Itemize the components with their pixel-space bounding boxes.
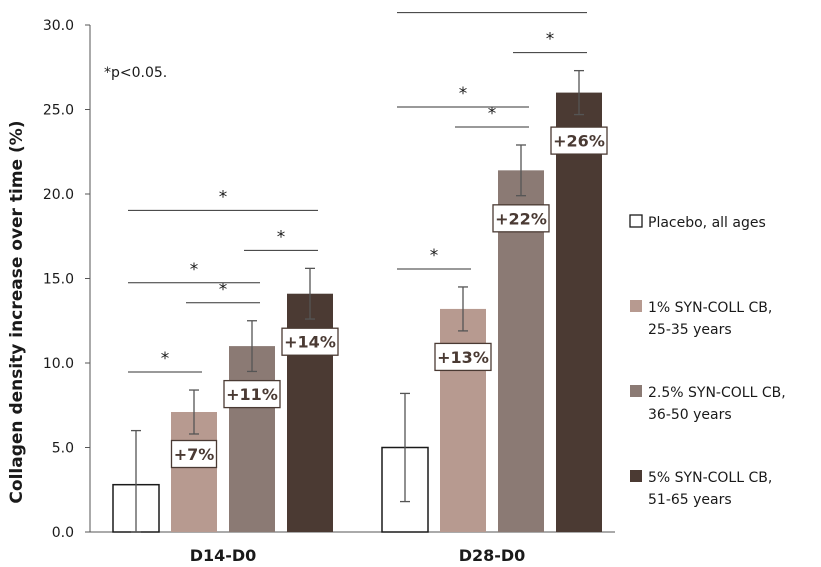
significance-star: * [459, 84, 468, 104]
legend-swatch [629, 214, 643, 228]
data-label-text: +13% [437, 348, 489, 367]
y-tick-label: 5.0 [52, 441, 74, 457]
data-label: +14% [281, 327, 339, 356]
legend-label: 5% SYN-COLL CB, [648, 470, 772, 486]
data-label-text: +14% [284, 333, 336, 352]
significance-star: * [161, 349, 170, 369]
significance-star: * [219, 187, 228, 207]
legend-label: 25-35 years [648, 322, 732, 338]
y-tick-label: 0.0 [52, 525, 74, 541]
legend-swatch [630, 385, 642, 397]
significance-star: * [430, 246, 439, 266]
x-category-label: D28-D0 [459, 546, 526, 565]
y-tick-label: 30.0 [43, 18, 74, 34]
significance-note: *p<0.05. [104, 65, 167, 81]
data-label: +11% [223, 379, 281, 409]
data-label-box [492, 204, 550, 233]
data-label-box [223, 379, 281, 409]
legend-label: 1% SYN-COLL CB, [648, 300, 772, 316]
significance-star: * [546, 30, 555, 50]
legend-item: Placebo, all ages [629, 214, 766, 231]
data-label-box [281, 327, 339, 356]
y-tick-label: 10.0 [43, 356, 74, 372]
legend-item: 1% SYN-COLL CB, 25-35 years [630, 300, 772, 338]
legend-item: 2.5% SYN-COLL CB, 36-50 years [630, 385, 786, 423]
legend-label: 36-50 years [648, 407, 732, 423]
significance-star: * [219, 280, 228, 300]
y-tick-label: 15.0 [43, 272, 74, 288]
data-label: +13% [434, 342, 492, 372]
data-label-text: +26% [553, 132, 605, 151]
legend-swatch [630, 470, 642, 482]
significance-star: * [488, 104, 497, 124]
data-label: +22% [492, 204, 550, 233]
y-tick-label: 25.0 [43, 103, 74, 119]
significance-star: * [277, 227, 286, 247]
data-label-text: +7% [174, 445, 215, 464]
bar [229, 346, 275, 532]
x-category-label: D14-D0 [190, 546, 257, 565]
data-label-box [170, 439, 218, 469]
legend-label: 2.5% SYN-COLL CB, [648, 385, 786, 401]
data-label: +7% [170, 439, 218, 469]
data-label-box [550, 126, 608, 155]
data-label-text: +22% [495, 209, 547, 228]
data-label: +26% [550, 126, 608, 155]
bar [440, 308, 486, 532]
data-label-box [434, 342, 492, 372]
legend-label: Placebo, all ages [648, 215, 766, 231]
legend-label: 51-65 years [648, 492, 732, 508]
y-tick-label: 20.0 [43, 187, 74, 203]
y-axis-label: Collagen density increase over time (%) [7, 120, 27, 503]
legend-item: 5% SYN-COLL CB, 51-65 years [630, 470, 772, 508]
data-label-text: +11% [226, 385, 278, 404]
significance-star: * [190, 260, 199, 280]
bar [556, 92, 602, 532]
legend-swatch [630, 300, 642, 312]
significance-star: * [488, 0, 497, 10]
